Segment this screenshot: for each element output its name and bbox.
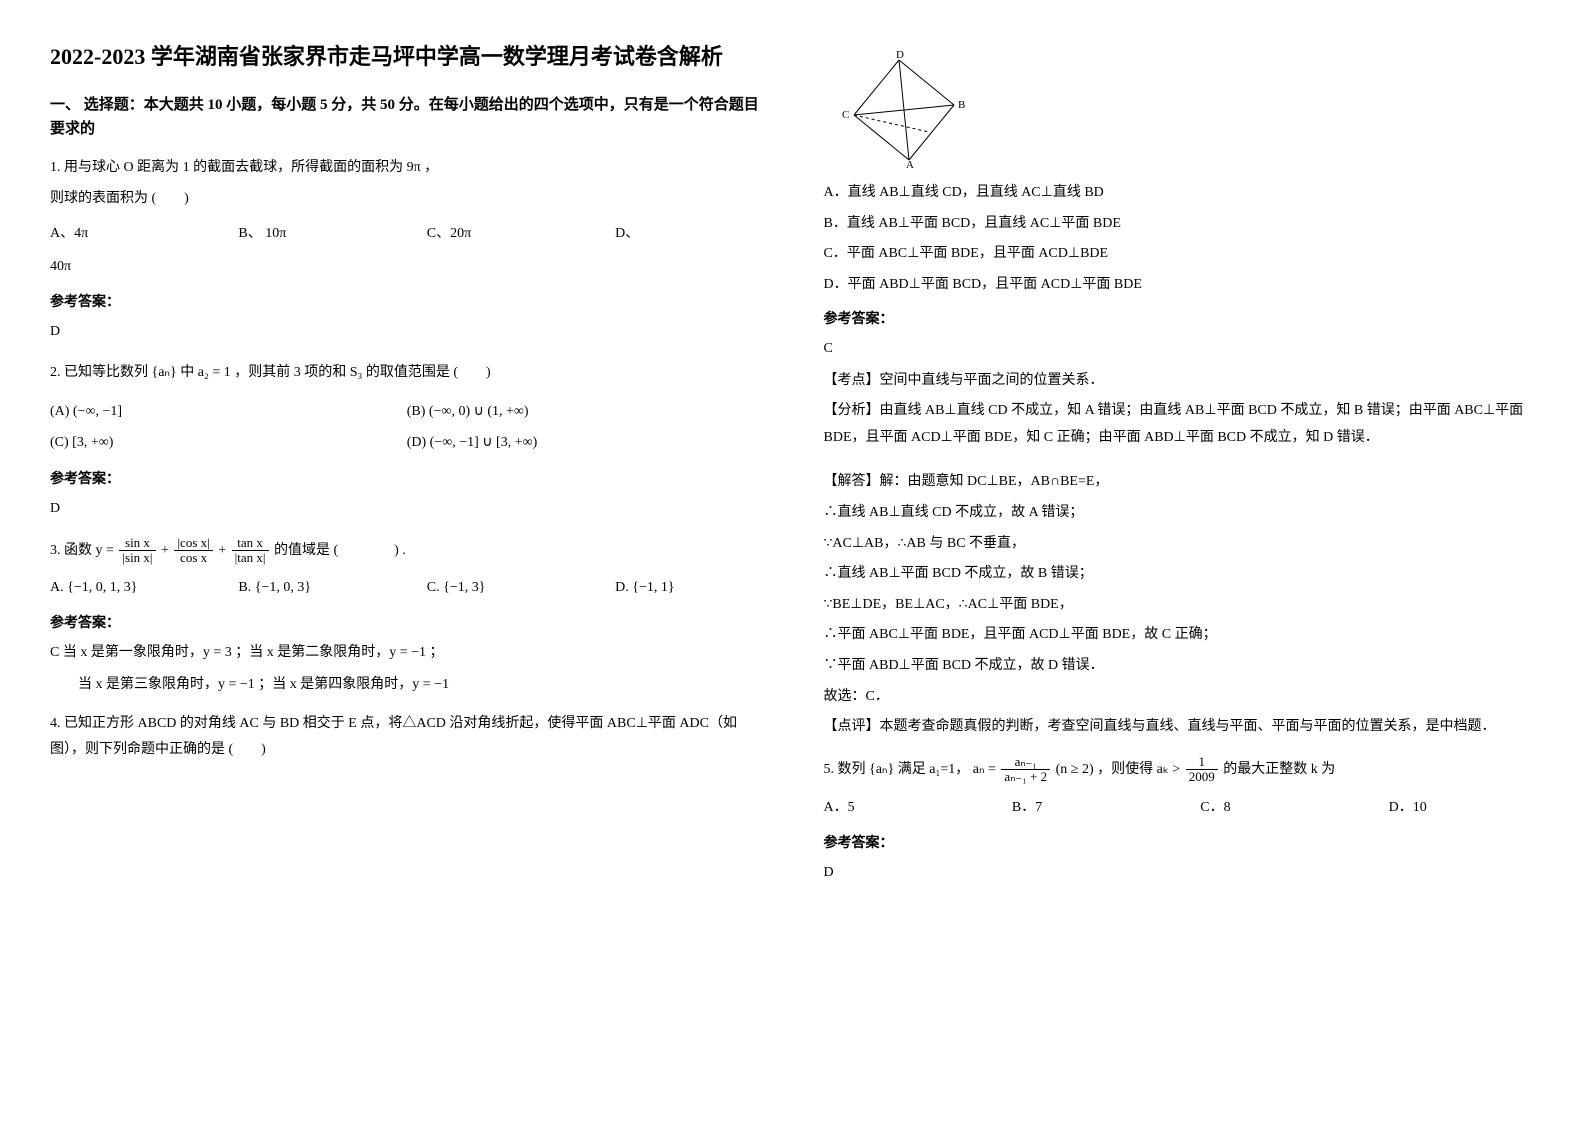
q1-opt-d-cont: 40π: [50, 254, 764, 281]
q5-ineq-num: 1: [1186, 755, 1218, 770]
question-2: 2. 已知等比数列 {aₙ} 中 a₂ = 1 ，则其前 3 项的和 S₃ 的取…: [50, 358, 764, 389]
q1-options: A、4π B、 10π C、20π D、: [50, 220, 764, 248]
q5-answer: D: [824, 860, 1538, 885]
q5-opt-c: C．8: [1200, 794, 1348, 822]
q2-opt-b: (B) (−∞, 0) ∪ (1, +∞): [407, 397, 764, 428]
q4-jd-4: ∴平面 ABC⊥平面 BDE，且平面 ACD⊥平面 BDE，故 C 正确；: [824, 622, 1538, 649]
q2-opt-d: (D) (−∞, −1] ∪ [3, +∞): [407, 428, 764, 459]
q3-frac1: sin x |sin x|: [119, 536, 155, 566]
q5-ineq-lhs: aₖ >: [1157, 762, 1184, 777]
q5-rec-num: aₙ₋₁: [1001, 755, 1050, 770]
q2-options: (A) (−∞, −1] (B) (−∞, 0) ∪ (1, +∞) (C) […: [50, 397, 764, 459]
right-column: C B A D A．直线 AB⊥直线 CD，且直线 AC⊥直线 BD B．直线 …: [824, 40, 1538, 891]
svg-text:D: D: [896, 50, 904, 61]
q4-answer-label: 参考答案：: [824, 308, 1538, 328]
q3-opt-c: C. {−1, 3}: [427, 574, 575, 602]
q3-answer-label: 参考答案：: [50, 612, 764, 632]
q4-opt-a: A．直线 AB⊥直线 CD，且直线 AC⊥直线 BD: [824, 180, 1538, 207]
q5-mid: ，则使得: [1097, 762, 1157, 777]
q2-opt-c: (C) [3, +∞): [50, 428, 407, 459]
q1-opt-c: C、20π: [427, 220, 575, 248]
q3-f1d: |sin x|: [119, 551, 155, 565]
q4-opt-b: B．直线 AB⊥平面 BCD，且直线 AC⊥平面 BDE: [824, 211, 1538, 238]
q3-f1n: sin x: [119, 536, 155, 551]
q3-opt-b: B. {−1, 0, 3}: [238, 574, 386, 602]
q3-f2n: |cos x|: [174, 536, 212, 551]
q3-opt-a: A. {−1, 0, 1, 3}: [50, 574, 198, 602]
q4-jd-label: 【解答】解：由题意知 DC⊥BE，AB∩BE=E，: [824, 469, 1538, 496]
svg-text:A: A: [906, 159, 914, 170]
q3-frac3: tan x |tan x|: [232, 536, 269, 566]
svg-text:B: B: [958, 99, 965, 111]
q1-opt-a: A、4π: [50, 220, 198, 248]
svg-text:C: C: [842, 109, 849, 121]
q5-ineq-den: 2009: [1186, 770, 1218, 784]
q4-dp: 【点评】本题考查命题真假的判断，考查空间直线与直线、直线与平面、平面与平面的位置…: [824, 714, 1538, 741]
question-4: 4. 已知正方形 ABCD 的对角线 AC 与 BD 相交于 E 点，将△ACD…: [50, 711, 764, 764]
q5-suffix: 的最大正整数 k 为: [1223, 762, 1335, 777]
q5-opt-d: D．10: [1389, 794, 1537, 822]
q3-f2d: cos x: [174, 551, 212, 565]
q4-fx: 【分析】由直线 AB⊥直线 CD 不成立，知 A 错误；由直线 AB⊥平面 BC…: [824, 398, 1538, 451]
section-heading-1: 一、 选择题：本大题共 10 小题，每小题 5 分，共 50 分。在每小题给出的…: [50, 93, 764, 141]
q3-answer-line1: C 当 x 是第一象限角时，y = 3 ；当 x 是第二象限角时，y = −1 …: [50, 640, 764, 665]
question-1: 1. 用与球心 O 距离为 1 的截面去截球，所得截面的面积为 9π ， 则球的…: [50, 155, 764, 212]
q3-answer-line2: 当 x 是第三象限角时，y = −1 ；当 x 是第四象限角时，y = −1: [78, 672, 764, 697]
q5-prefix: 5. 数列 {aₙ} 满足 a₁=1，: [824, 762, 970, 777]
q5-rec-lhs: aₙ =: [973, 762, 1000, 777]
q3-opt-d: D. {−1, 1}: [615, 574, 763, 602]
question-5: 5. 数列 {aₙ} 满足 a₁=1， aₙ = aₙ₋₁ aₙ₋₁ + 2 (…: [824, 755, 1538, 786]
q5-rec-den: aₙ₋₁ + 2: [1001, 770, 1050, 784]
q5-answer-label: 参考答案：: [824, 832, 1538, 852]
q4-answer: C: [824, 336, 1538, 361]
left-column: 2022-2023 学年湖南省张家界市走马坪中学高一数学理月考试卷含解析 一、 …: [50, 40, 764, 891]
q5-rec-frac: aₙ₋₁ aₙ₋₁ + 2: [1001, 755, 1050, 785]
q4-jd-5: ∵平面 ABD⊥平面 BCD 不成立，故 D 错误．: [824, 653, 1538, 680]
q3-suffix: 的值域是 ( ) .: [274, 543, 406, 558]
q5-opt-a: A．5: [824, 794, 972, 822]
q5-opt-b: B．7: [1012, 794, 1160, 822]
q1-text-1: 1. 用与球心 O 距离为 1 的截面去截球，所得截面的面积为 9π ，: [50, 155, 764, 182]
q5-options: A．5 B．7 C．8 D．10: [824, 794, 1538, 822]
plus-2: +: [218, 543, 229, 558]
q4-jd-1: ∵AC⊥AB，∴AB 与 BC 不垂直，: [824, 531, 1538, 558]
tetrahedron-diagram: C B A D: [824, 50, 984, 170]
q1-opt-d: D、: [615, 220, 763, 248]
q1-text-2: 则球的表面积为 ( ): [50, 186, 764, 213]
q3-f3n: tan x: [232, 536, 269, 551]
q3-prefix: 3. 函数: [50, 543, 96, 558]
q5-rec-cond: (n ≥ 2): [1056, 762, 1094, 777]
q3-frac2: |cos x| cos x: [174, 536, 212, 566]
q1-answer: D: [50, 319, 764, 344]
q3-f3d: |tan x|: [232, 551, 269, 565]
page-title: 2022-2023 学年湖南省张家界市走马坪中学高一数学理月考试卷含解析: [50, 40, 764, 73]
plus-1: +: [161, 543, 172, 558]
q4-kd: 【考点】空间中直线与平面之间的位置关系．: [824, 368, 1538, 395]
question-3: 3. 函数 y = sin x |sin x| + |cos x| cos x …: [50, 536, 764, 567]
q3-options: A. {−1, 0, 1, 3} B. {−1, 0, 3} C. {−1, 3…: [50, 574, 764, 602]
q4-opt-d: D．平面 ABD⊥平面 BCD，且平面 ACD⊥平面 BDE: [824, 272, 1538, 299]
q4-jd-0: ∴直线 AB⊥直线 CD 不成立，故 A 错误；: [824, 500, 1538, 527]
q3-y: y =: [96, 543, 118, 558]
q1-opt-b: B、 10π: [238, 220, 386, 248]
q1-answer-label: 参考答案：: [50, 291, 764, 311]
q2-opt-a: (A) (−∞, −1]: [50, 397, 407, 428]
q4-diagram: C B A D: [824, 50, 1538, 170]
q2-answer: D: [50, 496, 764, 521]
q2-answer-label: 参考答案：: [50, 468, 764, 488]
q4-jd-2: ∴直线 AB⊥平面 BCD 不成立，故 B 错误；: [824, 561, 1538, 588]
q4-jd-3: ∵BE⊥DE，BE⊥AC，∴AC⊥平面 BDE，: [824, 592, 1538, 619]
q5-ineq-frac: 1 2009: [1186, 755, 1218, 785]
q4-opt-c: C．平面 ABC⊥平面 BDE，且平面 ACD⊥BDE: [824, 241, 1538, 268]
q4-jd-6: 故选：C．: [824, 684, 1538, 711]
